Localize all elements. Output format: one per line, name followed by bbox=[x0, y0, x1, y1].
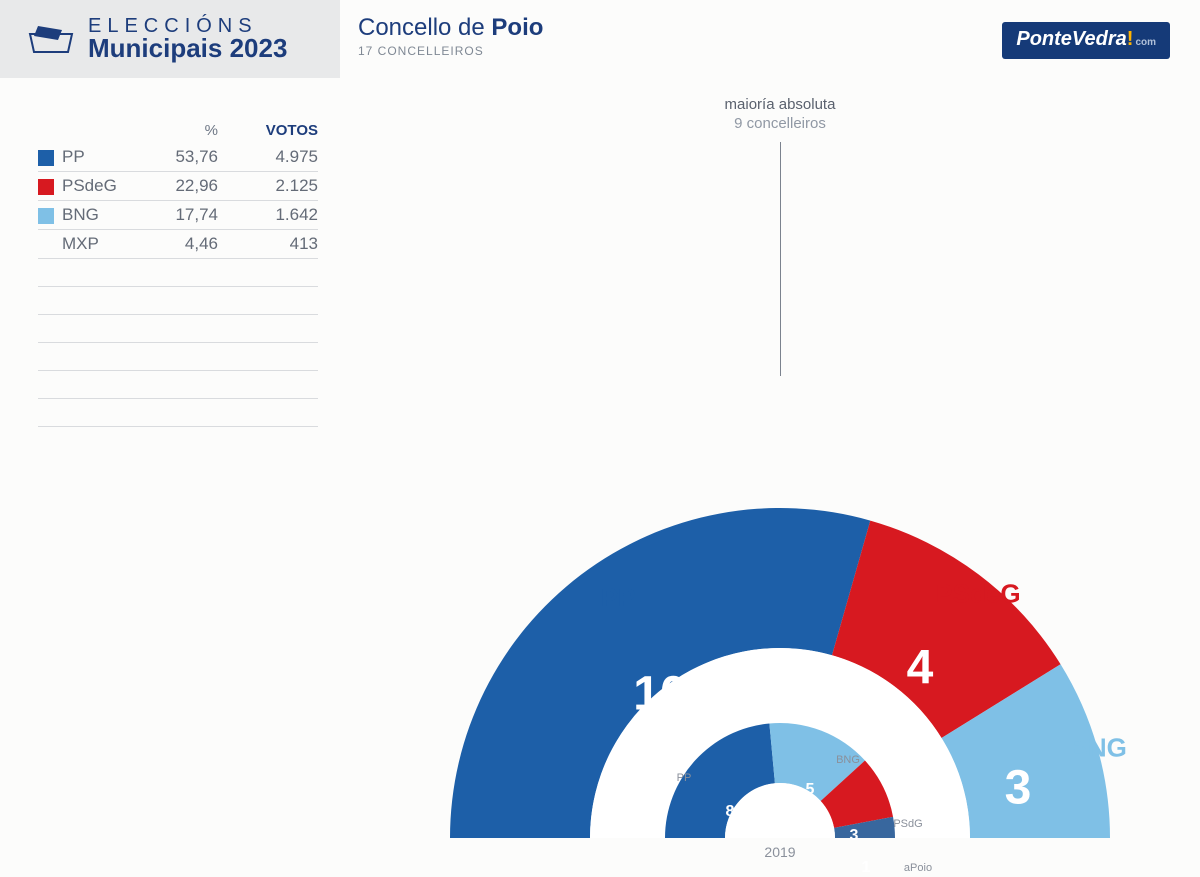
majority-label: maioría absoluta 9 concelleiros bbox=[725, 96, 836, 132]
party-pct: 22,96 bbox=[148, 176, 218, 196]
table-row-empty bbox=[38, 371, 318, 399]
seat-count: 10 bbox=[633, 667, 686, 722]
table-row-empty bbox=[38, 287, 318, 315]
party-label-prev: aPoio bbox=[904, 862, 932, 874]
party-label: BNG bbox=[1069, 733, 1127, 764]
party-name: MXP bbox=[62, 234, 99, 254]
seat-count-prev: 1 bbox=[862, 859, 871, 877]
election-header: ELECCIÓNS Municipais 2023 bbox=[0, 0, 340, 78]
party-swatch bbox=[38, 208, 54, 224]
table-row: PP 53,764.975 bbox=[38, 143, 318, 172]
party-name: PSdeG bbox=[62, 176, 117, 196]
party-votes: 2.125 bbox=[218, 176, 318, 196]
party-name: PP bbox=[62, 147, 85, 167]
party-label-prev: BNG bbox=[836, 754, 860, 766]
party-swatch bbox=[38, 150, 54, 166]
col-pct: % bbox=[148, 122, 218, 139]
seat-chart: maioría absoluta 9 concelleiros 2019 10P… bbox=[400, 96, 1160, 516]
party-label-prev: PSdG bbox=[893, 818, 922, 830]
page-title: Concello de Poio bbox=[358, 14, 543, 42]
seat-count-prev: 3 bbox=[850, 827, 859, 845]
party-pct: 4,46 bbox=[148, 234, 218, 254]
party-votes: 1.642 bbox=[218, 205, 318, 225]
table-row-empty bbox=[38, 315, 318, 343]
table-row-empty bbox=[38, 399, 318, 427]
seat-count-prev: 5 bbox=[806, 781, 815, 799]
table-row-empty bbox=[38, 259, 318, 287]
party-swatch bbox=[38, 179, 54, 195]
col-votes: VOTOS bbox=[218, 122, 318, 139]
party-pct: 53,76 bbox=[148, 147, 218, 167]
page-subtitle: 17 CONCELLEIROS bbox=[358, 44, 543, 58]
party-votes: 4.975 bbox=[218, 147, 318, 167]
table-row: MXP 4,46413 bbox=[38, 230, 318, 259]
party-votes: 413 bbox=[218, 234, 318, 254]
title-block: Concello de Poio 17 CONCELLEIROS bbox=[358, 14, 543, 58]
party-name: BNG bbox=[62, 205, 99, 225]
results-table: % VOTOS PP 53,764.975 PSdeG 22,962.125 BNG 17… bbox=[38, 122, 318, 427]
party-label: PP bbox=[601, 583, 636, 614]
party-label: PSdeG bbox=[935, 579, 1020, 610]
seat-count-prev: 8 bbox=[726, 803, 735, 821]
brand-logo: PonteVedra!com bbox=[1002, 22, 1170, 59]
table-header: % VOTOS bbox=[38, 122, 318, 143]
majority-line bbox=[780, 142, 781, 376]
table-row: BNG 17,741.642 bbox=[38, 201, 318, 230]
seat-count: 4 bbox=[907, 641, 934, 696]
header-line2: Municipais 2023 bbox=[88, 35, 287, 62]
ballot-icon bbox=[28, 24, 74, 54]
seat-count: 3 bbox=[1005, 761, 1032, 816]
party-pct: 17,74 bbox=[148, 205, 218, 225]
table-row: PSdeG 22,962.125 bbox=[38, 172, 318, 201]
table-row-empty bbox=[38, 343, 318, 371]
previous-year-label: 2019 bbox=[764, 844, 795, 860]
party-label-prev: PP bbox=[677, 772, 692, 784]
